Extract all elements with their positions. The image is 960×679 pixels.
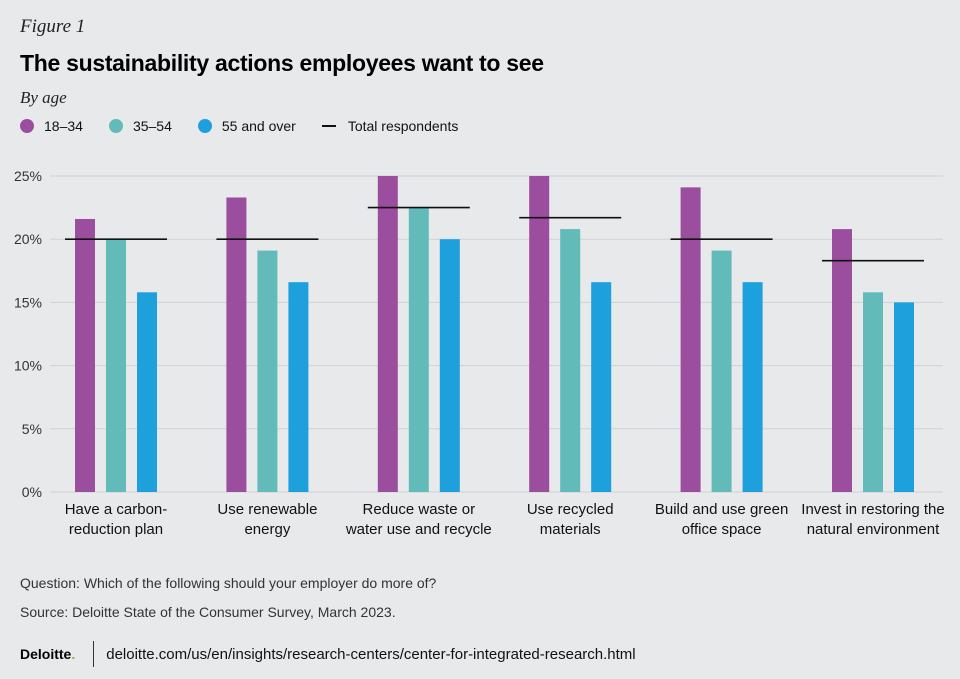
footer: Deloitte. deloitte.com/us/en/insights/re… [20,640,636,668]
legend-item-35-54: 35–54 [108,118,172,134]
x-category-label: office space [682,521,762,538]
legend-item-55-over: 55 and over [197,118,296,134]
bar [529,176,550,492]
y-tick-label: 15% [14,294,42,310]
bar [288,282,309,492]
x-category-label: Build and use green [655,501,788,518]
bar [711,250,732,492]
bar [106,239,126,492]
y-tick-label: 10% [14,358,42,374]
x-category-label: materials [540,521,601,538]
bar [560,229,581,492]
x-category-label: Use recycled [527,501,614,518]
bar [408,207,429,492]
x-category-label: natural environment [807,521,940,538]
bar [680,187,701,492]
footer-url: deloitte.com/us/en/insights/research-cen… [106,645,636,663]
legend-item-total: Total respondents [321,118,459,134]
legend-label-total: Total respondents [347,118,459,134]
bar [257,250,278,492]
footer-divider [93,641,95,667]
bar [137,292,157,492]
bar [377,176,398,492]
chart-subtitle: By age [20,88,67,107]
logo-text: Deloitte [20,646,72,662]
x-category-label: Reduce waste or [363,501,476,518]
legend-label-55-over: 55 and over [221,118,296,134]
bar [591,282,612,492]
question-note: Question: Which of the following should … [20,575,437,591]
logo-dot: . [71,646,76,662]
bar [226,197,247,492]
x-category-label: Use renewable [217,501,317,518]
y-tick-label: 20% [14,231,42,247]
y-tick-label: 25% [14,168,42,184]
deloitte-logo: Deloitte. [20,646,75,662]
x-category-label: Have a carbon- [65,501,168,518]
legend-swatch-35-54 [108,119,123,133]
legend-label-18-34: 18–34 [44,118,83,134]
bar [742,282,763,492]
figure-label: Figure 1 [20,16,86,37]
bar [863,292,883,492]
bar [439,239,460,492]
chart-title: The sustainability actions employees wan… [20,50,544,76]
source-note: Source: Deloitte State of the Consumer S… [20,604,396,620]
y-tick-label: 5% [22,421,42,437]
bar [894,302,914,492]
bar-chart: 0% 5% 10% 15% 20% 25% Have a carbon-reduction … [14,168,945,538]
x-category-label: Invest in restoring the [801,501,944,518]
legend-swatch-total [321,125,336,127]
legend-swatch-55-over [197,119,212,133]
x-category-label: energy [244,521,290,538]
legend-item-18-34: 18–34 [20,118,83,134]
x-category-label: water use and recycle [345,521,492,538]
y-tick-label: 0% [22,484,42,500]
x-category-label: reduction plan [69,521,163,538]
bar [75,218,95,492]
legend: 18–34 35–54 55 and over Total respondent… [20,118,484,134]
legend-label-35-54: 35–54 [132,118,172,134]
bar [832,229,852,492]
legend-swatch-18-34 [20,119,34,133]
